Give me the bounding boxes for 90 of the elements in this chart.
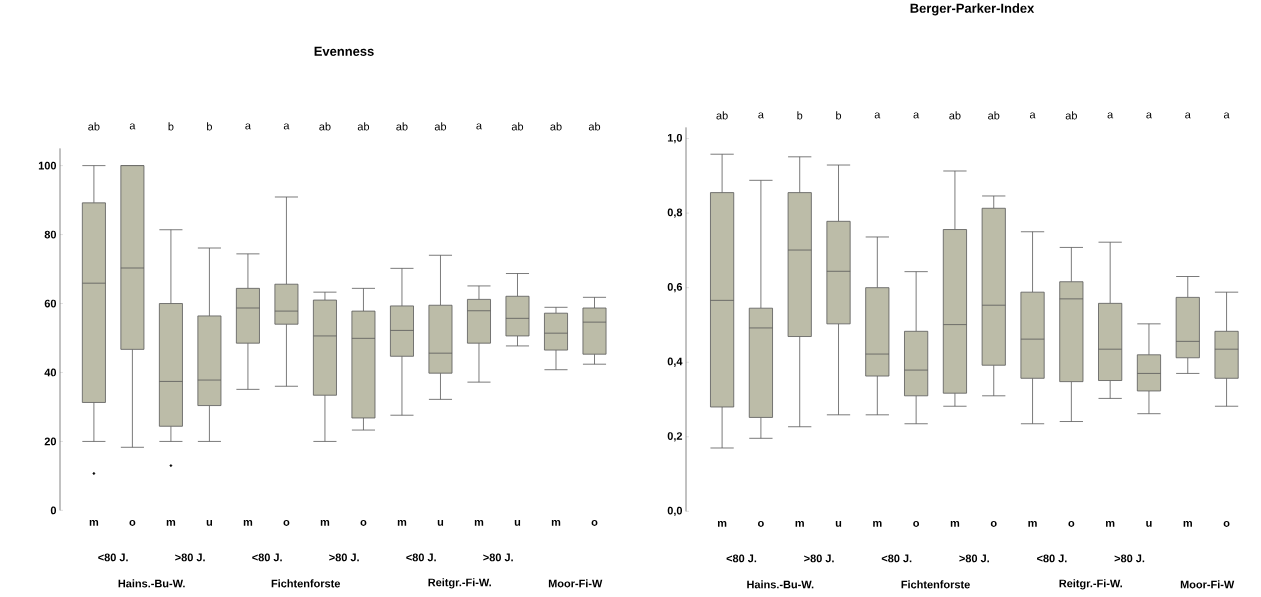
chart-title: Berger-Parker-Index bbox=[910, 3, 1035, 16]
x-tick-label: m bbox=[397, 519, 407, 526]
text: a bbox=[913, 112, 920, 119]
text: ab bbox=[396, 122, 408, 131]
y-tick-label: 80 bbox=[44, 230, 57, 239]
x-tick-label: m bbox=[243, 519, 253, 526]
x-tick-label: u bbox=[835, 520, 842, 527]
x-tick-label: m bbox=[950, 520, 960, 527]
text: <80 J. bbox=[1037, 554, 1067, 563]
text: ab bbox=[949, 111, 961, 120]
text: >80 J. bbox=[175, 553, 205, 562]
text: <80 J. bbox=[726, 554, 757, 563]
x-tick-label: u bbox=[206, 519, 213, 526]
x-tick-label: u bbox=[1146, 520, 1152, 527]
x-tick-label: m bbox=[795, 520, 804, 527]
y-tick-label: 20 bbox=[44, 437, 57, 446]
text: <80 J. bbox=[98, 553, 128, 562]
text: b bbox=[797, 111, 803, 120]
text: Reitgr.-Fi-W. bbox=[1059, 579, 1122, 590]
x-tick-label: o bbox=[1223, 520, 1230, 527]
y-tick-label: 0,0 bbox=[667, 506, 683, 516]
y-tick-label: 0,2 bbox=[667, 431, 683, 442]
text: a bbox=[1146, 112, 1153, 119]
x-tick-label: m bbox=[89, 519, 99, 526]
text: ab bbox=[434, 122, 447, 131]
x-tick-label: m bbox=[1028, 520, 1037, 527]
x-tick-label: o bbox=[129, 519, 136, 526]
text: Reitgr.-Fi-W. bbox=[428, 578, 491, 589]
text: <80 J. bbox=[881, 554, 912, 563]
text: a bbox=[283, 123, 290, 130]
x-tick-label: o bbox=[591, 519, 598, 526]
x-tick-label: m bbox=[551, 519, 561, 526]
text: <80 J. bbox=[406, 553, 436, 562]
chart-title: Evenness bbox=[314, 46, 374, 56]
x-tick-label: o bbox=[990, 520, 997, 527]
text: >80 J. bbox=[959, 554, 989, 563]
text: b bbox=[836, 111, 842, 120]
text: ab bbox=[550, 122, 562, 131]
x-tick-label: m bbox=[320, 519, 330, 526]
text: Fichtenforste bbox=[901, 580, 970, 589]
text: a bbox=[874, 112, 881, 119]
y-tick-label: 0,4 bbox=[667, 357, 683, 367]
text: >80 J. bbox=[804, 554, 834, 563]
text: b bbox=[207, 122, 212, 131]
text: >80 J. bbox=[329, 553, 359, 562]
text: b bbox=[168, 122, 174, 131]
x-tick-label: o bbox=[360, 519, 367, 526]
text: ab bbox=[511, 122, 524, 131]
text: a bbox=[245, 123, 251, 130]
y-tick-label: 0,6 bbox=[667, 282, 683, 293]
text: Hains.-Bu-W. bbox=[118, 579, 185, 588]
text: ab bbox=[716, 111, 728, 120]
x-tick-label: m bbox=[166, 519, 176, 526]
text: ab bbox=[88, 122, 100, 131]
text: a bbox=[1107, 112, 1114, 119]
y-tick-label: 40 bbox=[44, 368, 57, 377]
x-tick-label: o bbox=[757, 520, 764, 527]
text: <80 J. bbox=[252, 553, 282, 562]
x-tick-label: o bbox=[1068, 520, 1075, 527]
text: ab bbox=[357, 122, 370, 131]
text: a bbox=[476, 123, 483, 130]
text: Fichtenforste bbox=[271, 579, 341, 588]
text: Moor-Fi-W bbox=[548, 579, 603, 588]
text: a bbox=[1224, 112, 1230, 119]
y-tick-label: 0 bbox=[50, 506, 57, 515]
text: >80 J. bbox=[483, 553, 513, 562]
y-tick-label: 0,8 bbox=[667, 208, 683, 218]
y-tick-label: 100 bbox=[38, 161, 57, 170]
x-tick-label: o bbox=[283, 519, 290, 526]
x-tick-label: m bbox=[717, 520, 727, 527]
text: a bbox=[1029, 112, 1036, 119]
y-tick-label: 60 bbox=[44, 299, 57, 308]
x-tick-label: u bbox=[437, 519, 444, 526]
text: a bbox=[129, 123, 136, 130]
x-tick-label: u bbox=[514, 519, 521, 526]
text: Hains.-Bu-W. bbox=[747, 580, 814, 589]
x-tick-label: m bbox=[873, 520, 882, 527]
y-tick-label: 1,0 bbox=[667, 133, 683, 144]
text: ab bbox=[988, 111, 1000, 120]
x-tick-label: m bbox=[1106, 520, 1115, 527]
text: a bbox=[758, 112, 764, 119]
x-tick-label: o bbox=[913, 520, 920, 527]
text: >80 J. bbox=[1114, 554, 1145, 563]
text: a bbox=[1185, 112, 1191, 119]
text: ab bbox=[319, 122, 331, 131]
text: ab bbox=[1065, 111, 1077, 120]
text: ab bbox=[588, 122, 601, 131]
text: Moor-Fi-W bbox=[1180, 580, 1235, 589]
x-tick-label: m bbox=[474, 519, 484, 526]
x-tick-label: m bbox=[1183, 520, 1192, 527]
